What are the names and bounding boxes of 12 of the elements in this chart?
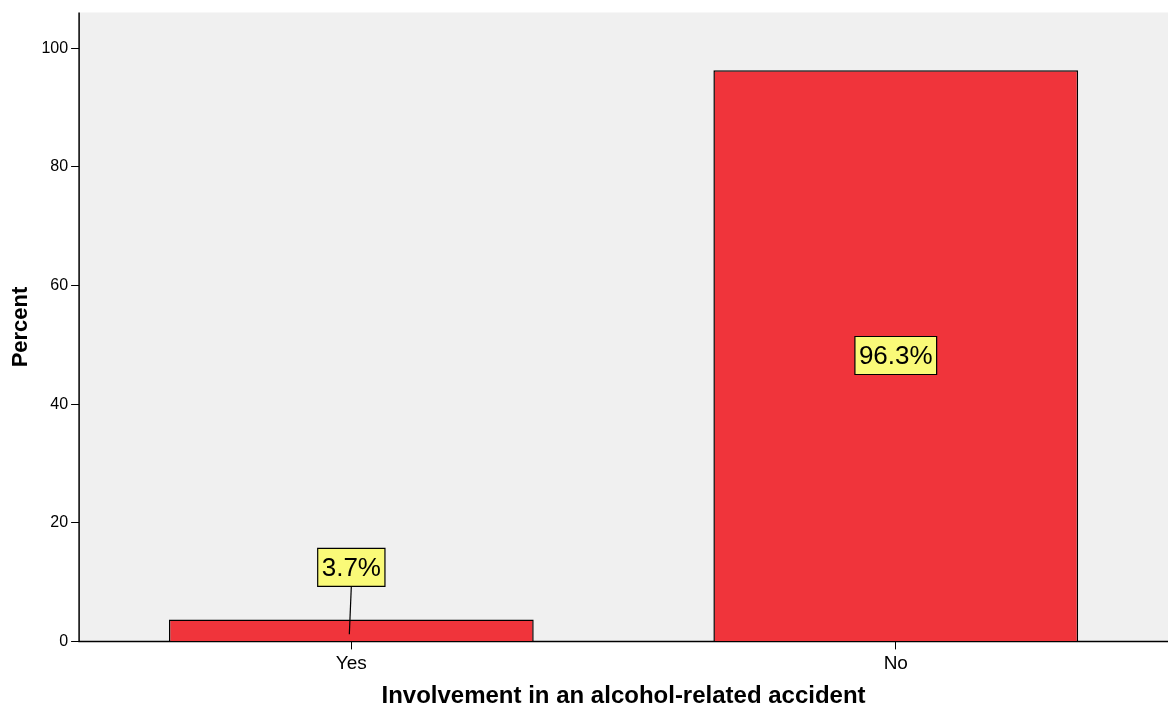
y-axis-title: Percent	[7, 285, 33, 368]
x-tick-label: Yes	[335, 652, 367, 674]
data-label: 96.3%	[858, 339, 933, 370]
y-tick-label: 100	[41, 38, 69, 56]
data-label: 3.7%	[321, 551, 381, 582]
x-tick-label: No	[883, 652, 908, 674]
y-tick-label: 20	[50, 513, 69, 531]
x-axis-title: Involvement in an alcohol-related accident	[381, 681, 866, 709]
y-tick-label: 80	[50, 157, 69, 175]
y-tick-label: 40	[50, 394, 69, 412]
y-tick-label: 0	[59, 631, 69, 649]
y-tick-label: 60	[50, 275, 69, 293]
